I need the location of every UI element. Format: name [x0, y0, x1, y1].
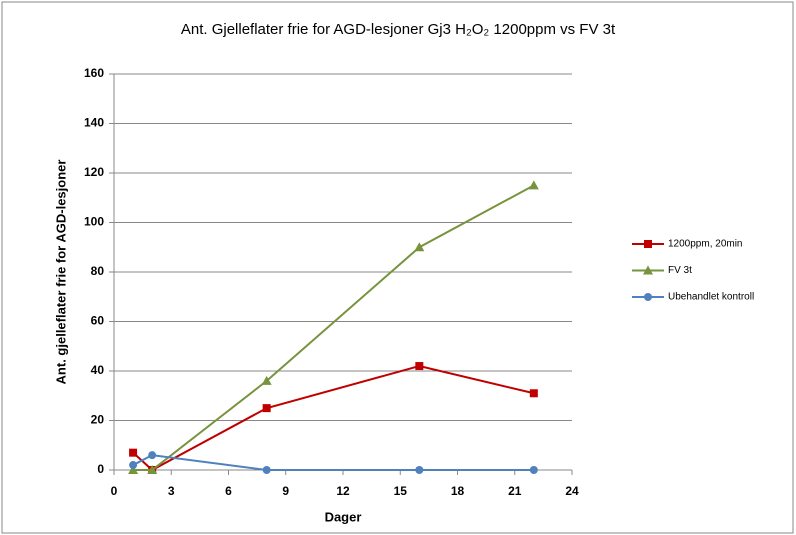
- y-tick-label: 140: [84, 116, 104, 130]
- marker: [147, 465, 158, 474]
- marker: [529, 466, 538, 474]
- marker: [415, 466, 424, 474]
- marker: [129, 448, 138, 457]
- marker: [528, 180, 539, 190]
- y-tick-label: 0: [97, 462, 104, 476]
- y-tick-label: 60: [91, 314, 105, 328]
- y-tick-label: 100: [84, 215, 104, 229]
- y-tick-label: 80: [91, 264, 105, 278]
- legend-label: 1200ppm, 20min: [668, 239, 743, 250]
- y-tick-label: 20: [91, 413, 105, 427]
- x-tick-label: 15: [394, 484, 408, 498]
- y-tick-label: 40: [91, 363, 105, 377]
- x-tick-label: 24: [565, 484, 579, 498]
- marker: [261, 375, 272, 385]
- marker: [529, 389, 538, 398]
- x-tick-label: 12: [336, 484, 350, 498]
- marker: [148, 451, 157, 460]
- chart-title: Ant. Gjelleflater frie for AGD-lesjoner …: [181, 21, 616, 38]
- marker: [414, 242, 425, 252]
- y-tick-label: 120: [84, 165, 104, 179]
- marker: [644, 293, 652, 301]
- y-tick-label: 160: [84, 66, 104, 80]
- x-tick-label: 3: [168, 484, 175, 498]
- x-tick-label: 9: [282, 484, 289, 498]
- x-tick-label: 18: [451, 484, 465, 498]
- y-axis-title: Ant. gjelleflater frie for AGD-lesjoner: [53, 160, 68, 385]
- legend-label: FV 3t: [668, 265, 692, 276]
- x-tick-label: 6: [225, 484, 232, 498]
- marker: [262, 466, 271, 474]
- x-axis-title: Dager: [325, 509, 362, 524]
- x-tick-label: 0: [111, 484, 118, 498]
- legend-label: Ubehandlet kontroll: [668, 292, 754, 303]
- marker: [644, 240, 652, 248]
- marker: [129, 461, 138, 470]
- marker: [415, 362, 424, 371]
- marker: [262, 404, 271, 413]
- marker: [643, 265, 653, 275]
- x-tick-label: 21: [508, 484, 522, 498]
- marker: [128, 465, 139, 474]
